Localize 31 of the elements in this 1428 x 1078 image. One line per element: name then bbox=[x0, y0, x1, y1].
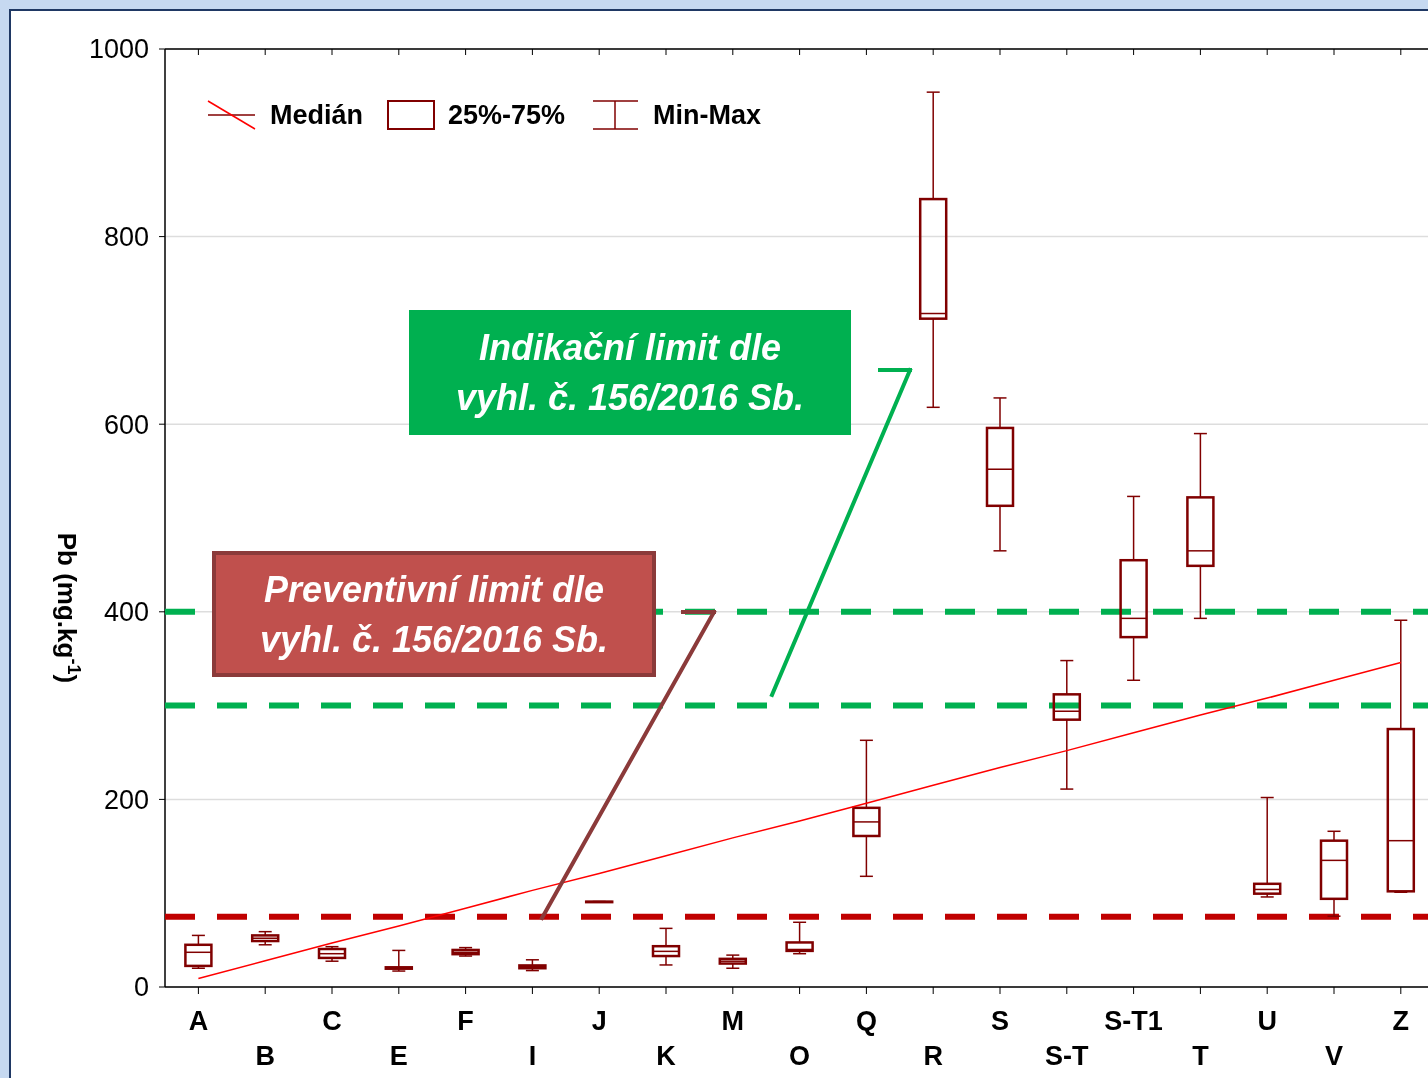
x-tick-label: I bbox=[528, 1041, 537, 1071]
y-tick-label: 800 bbox=[103, 222, 149, 253]
annotation: Preventivní limit dle vyhl. č. 156/2016 Sb. bbox=[259, 569, 609, 660]
x-tick-label: E bbox=[389, 1041, 408, 1071]
x-tick-label: O bbox=[789, 1041, 811, 1071]
annotation: Indikační limit dle vyhl. č. 156/2016 Sb. bbox=[455, 327, 805, 418]
line-series bbox=[197, 661, 1402, 980]
x-tick-label: A bbox=[188, 1006, 209, 1036]
x-tick-label: V bbox=[1324, 1041, 1344, 1071]
x-tick-label: M bbox=[721, 1006, 745, 1036]
x-tick-label: Z bbox=[1392, 1006, 1410, 1036]
annotation: Medián bbox=[270, 100, 364, 131]
x-tick-label: K bbox=[656, 1041, 677, 1071]
x-tick-label: Q bbox=[855, 1006, 877, 1036]
x-tick-label: B bbox=[255, 1041, 275, 1071]
annotation: Min-Max bbox=[653, 100, 761, 131]
y-tick-label: 600 bbox=[103, 409, 149, 440]
y-tick-label: 0 bbox=[133, 972, 149, 1003]
annotation: 25%-75% bbox=[448, 100, 566, 131]
y-tick-label: 1000 bbox=[88, 34, 149, 65]
x-tick-label: C bbox=[322, 1006, 342, 1036]
x-tick-label: T bbox=[1192, 1041, 1210, 1071]
y-tick-label: 400 bbox=[103, 597, 149, 628]
x-tick-label: F bbox=[457, 1006, 474, 1036]
x-tick-label: S-T1 bbox=[1104, 1006, 1163, 1036]
x-tick-label: J bbox=[591, 1006, 607, 1036]
x-tick-label: R bbox=[923, 1041, 943, 1071]
x-tick-label: U bbox=[1257, 1006, 1277, 1036]
y-tick-label: 200 bbox=[103, 784, 149, 815]
x-tick-label: S-T bbox=[1045, 1041, 1090, 1071]
x-tick-label: S bbox=[990, 1006, 1010, 1036]
